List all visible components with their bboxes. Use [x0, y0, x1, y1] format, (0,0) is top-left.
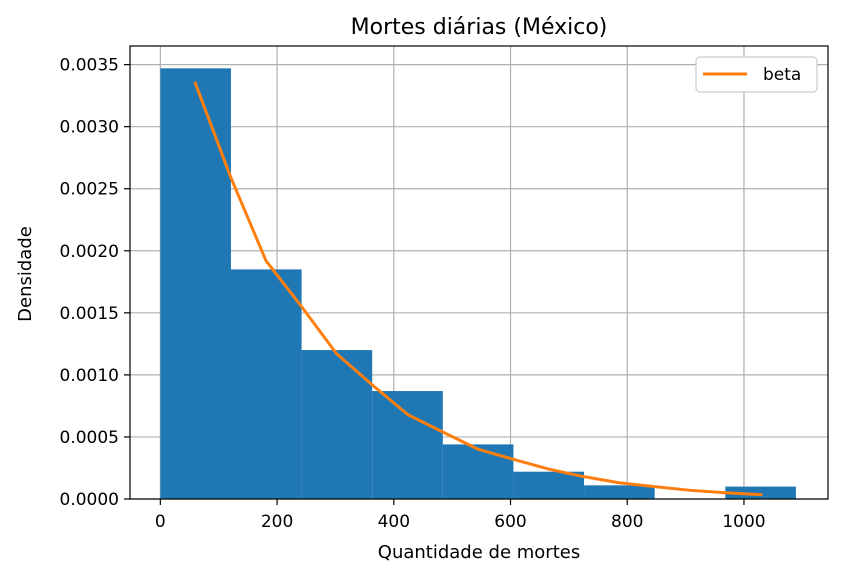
y-tick-label: 0.0025 [60, 180, 119, 200]
x-tick-label: 600 [494, 512, 526, 532]
plot-frame [129, 45, 829, 500]
histogram-bar [442, 444, 514, 499]
chart-title: Mortes diárias (México) [351, 15, 608, 40]
x-axis: 0 200 400 600 800 1000 [155, 499, 766, 532]
x-tick-label: 800 [611, 512, 643, 532]
histogram-bar [160, 68, 231, 500]
y-tick-label: 0.0005 [60, 428, 119, 448]
x-tick-label: 200 [261, 512, 293, 532]
histogram-bar [230, 269, 302, 499]
x-tick-label: 0 [155, 512, 166, 532]
y-tick-label: 0.0020 [60, 242, 119, 262]
x-axis-label: Quantidade de mortes [378, 542, 580, 563]
histogram-bar [372, 391, 443, 499]
histogram-bar [301, 350, 373, 499]
y-tick-label: 0.0035 [60, 56, 119, 76]
legend-label: beta [763, 65, 801, 85]
y-axis-label: Densidade [15, 226, 36, 322]
legend: beta [695, 56, 818, 93]
legend-box [695, 56, 818, 93]
histogram-bar [584, 485, 655, 499]
x-tick-label: 400 [378, 512, 410, 532]
series-line-beta [193, 81, 763, 497]
histogram-bar [513, 471, 585, 499]
x-tick-label: 1000 [722, 512, 765, 532]
series-lines [193, 81, 763, 497]
y-tick-label: 0.0010 [60, 366, 119, 386]
y-tick-label: 0.0000 [60, 490, 119, 510]
y-axis: 0.0000 0.0005 0.0010 0.0015 0.0020 0.0025 0.00… [60, 56, 130, 510]
y-tick-label: 0.0030 [60, 118, 119, 138]
histogram-bars [160, 68, 796, 500]
y-tick-label: 0.0015 [60, 304, 119, 324]
histogram-bar [725, 486, 796, 499]
